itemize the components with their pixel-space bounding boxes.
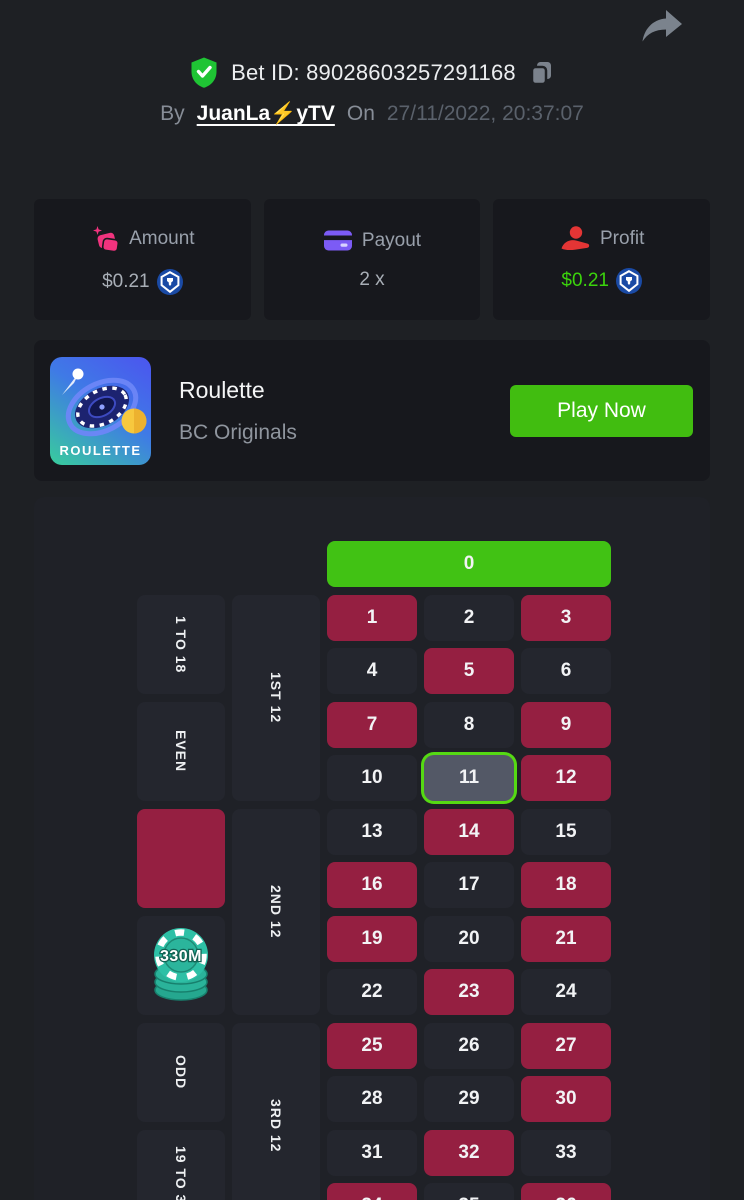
bet-number-26[interactable]: 26: [424, 1022, 514, 1069]
roulette-grid: 0 1 TO 18 EVEN 330M ODD 19 TO 36 1ST 12 2ND 1…: [137, 541, 611, 1200]
bet-id-row: Bet ID: 89028603257291168: [0, 56, 744, 89]
verified-shield-icon: [191, 57, 217, 88]
bet-number-3[interactable]: 3: [521, 594, 611, 641]
bet-label: 2ND 12: [268, 885, 284, 939]
bet-id-label: Bet ID:: [231, 59, 300, 85]
hand-coin-icon: [561, 226, 590, 251]
bet-number-7[interactable]: 7: [327, 701, 417, 748]
bet-number-8[interactable]: 8: [424, 701, 514, 748]
share-button[interactable]: [640, 8, 684, 46]
payout-card: Payout 2 x: [263, 199, 481, 320]
bet-label: ODD: [173, 1055, 189, 1090]
bet-even[interactable]: EVEN: [137, 701, 225, 801]
bet-label: EVEN: [173, 730, 189, 773]
bet-number-22[interactable]: 22: [327, 969, 417, 1015]
bet-number-17[interactable]: 17: [424, 862, 514, 908]
bet-3rd-12[interactable]: 3RD 12: [232, 1022, 320, 1200]
bet-number-23[interactable]: 23: [424, 969, 514, 1015]
bet-id-text: Bet ID: 89028603257291168: [231, 60, 516, 86]
game-title: Roulette: [179, 376, 265, 403]
bet-number-20[interactable]: 20: [424, 915, 514, 962]
bet-number-4[interactable]: 4: [327, 648, 417, 694]
bet-number-21[interactable]: 21: [521, 915, 611, 962]
payout-label: Payout: [361, 229, 422, 251]
bet-meta-row: By JuanLa⚡yTV On 27/11/2022, 20:37:07: [0, 102, 744, 126]
bet-1-to-18[interactable]: 1 TO 18: [137, 594, 225, 694]
bet-odd[interactable]: ODD: [137, 1022, 225, 1122]
bet-number-30[interactable]: 30: [521, 1076, 611, 1122]
bet-number-27[interactable]: 27: [521, 1022, 611, 1069]
bet-number-16[interactable]: 16: [327, 862, 417, 908]
profit-card: Profit $0.21: [493, 199, 711, 320]
bet-number-9[interactable]: 9: [521, 701, 611, 748]
bet-number-29[interactable]: 29: [424, 1076, 514, 1122]
amount-label: Amount: [129, 227, 195, 249]
bet-number-35[interactable]: 35: [424, 1183, 514, 1200]
amount-card: Amount $0.21: [34, 199, 251, 320]
bet-number-13[interactable]: 13: [327, 808, 417, 855]
share-arrow-icon: [642, 10, 682, 42]
game-provider: BC Originals: [179, 420, 297, 444]
bet-number-36[interactable]: 36: [521, 1183, 611, 1200]
bet-19-to-36[interactable]: 19 TO 36: [137, 1129, 225, 1200]
stats-row: Amount $0.21 Payout 2: [34, 199, 711, 320]
bet-number-18[interactable]: 18: [521, 862, 611, 908]
bet-label: 1 TO 18: [173, 615, 189, 673]
bet-number-2[interactable]: 2: [424, 594, 514, 641]
play-now-button[interactable]: Play Now: [510, 385, 693, 437]
bet-zero[interactable]: 0: [327, 541, 611, 587]
bet-number-10[interactable]: 10: [327, 755, 417, 801]
bet-black[interactable]: 330M: [137, 915, 225, 1015]
bet-datetime: 27/11/2022, 20:37:07: [386, 102, 584, 125]
bet-2nd-12[interactable]: 2ND 12: [232, 808, 320, 1015]
cro-coin-icon: [156, 268, 183, 295]
username-link[interactable]: JuanLa⚡yTV: [196, 102, 335, 125]
on-label: On: [346, 102, 375, 125]
bet-label: 19 TO 36: [173, 1146, 189, 1200]
by-label: By: [160, 102, 185, 125]
tile-label: ROULETTE: [59, 442, 142, 458]
money-icon: [93, 225, 120, 252]
bet-number-12[interactable]: 12: [521, 755, 611, 801]
bet-number-28[interactable]: 28: [327, 1076, 417, 1122]
bet-label: 3RD 12: [268, 1099, 284, 1153]
bet-number-1[interactable]: 1: [327, 594, 417, 641]
card-icon: [323, 230, 352, 251]
bet-label: 1ST 12: [268, 672, 284, 724]
bet-number-6[interactable]: 6: [521, 648, 611, 694]
profit-label: Profit: [600, 227, 645, 249]
bet-number-24[interactable]: 24: [521, 969, 611, 1015]
profit-value: $0.21: [561, 270, 609, 291]
bet-number-15[interactable]: 15: [521, 808, 611, 855]
bet-number-5[interactable]: 5: [424, 648, 514, 694]
bet-number-19[interactable]: 19: [327, 915, 417, 962]
roulette-table-card: 0 1 TO 18 EVEN 330M ODD 19 TO 36 1ST 12 2ND 1…: [34, 497, 710, 1200]
bet-number-31[interactable]: 31: [327, 1129, 417, 1176]
game-info: Roulette BC Originals: [179, 377, 297, 445]
bet-number-14[interactable]: 14: [424, 808, 514, 855]
bet-number-25[interactable]: 25: [327, 1022, 417, 1069]
game-card: ROULETTE Roulette BC Originals Play Now: [34, 340, 710, 481]
bet-1st-12[interactable]: 1ST 12: [232, 594, 320, 801]
bet-chip: 330M: [154, 928, 208, 1001]
bet-number-11[interactable]: 11: [424, 755, 514, 801]
roulette-game-tile[interactable]: ROULETTE: [50, 356, 151, 465]
bet-red[interactable]: [137, 808, 225, 908]
payout-value: 2 x: [359, 269, 385, 290]
bet-id-value: 89028603257291168: [306, 59, 516, 85]
bet-number-32[interactable]: 32: [424, 1129, 514, 1176]
chip-value: 330M: [160, 948, 202, 965]
amount-value: $0.21: [102, 270, 150, 292]
bet-number-34[interactable]: 34: [327, 1183, 417, 1200]
bet-number-33[interactable]: 33: [521, 1129, 611, 1176]
roulette-wheel-icon: [62, 368, 147, 436]
copy-icon[interactable]: [528, 59, 555, 87]
cro-coin-icon: [615, 268, 642, 294]
